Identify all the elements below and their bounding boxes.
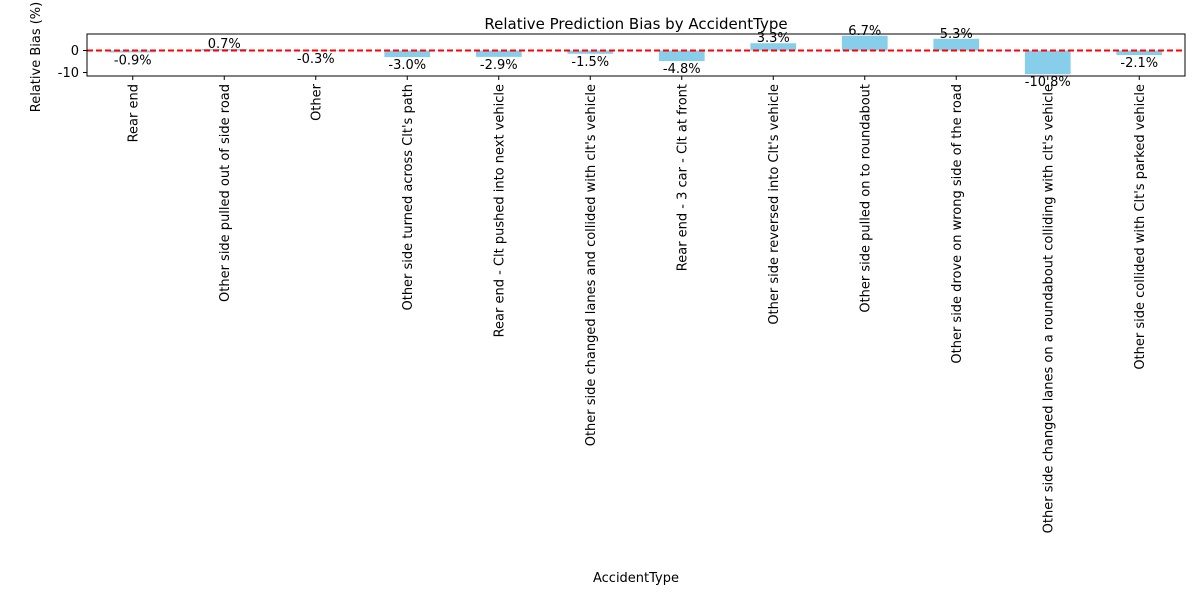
bar-11 [1116,50,1163,56]
x-tick-label-8: Other side pulled on to roundabout [858,84,873,313]
value-label-6: -4.8% [663,62,701,77]
x-tick-label-11: Other side collided with Clt's parked ve… [1133,84,1148,370]
y-tick-label-1: 0 [71,44,79,59]
value-label-10: -10.8% [1025,75,1071,90]
value-label-0: -0.9% [114,53,152,68]
x-tick-label-3: Other side turned across Clt's path [401,84,416,311]
value-label-5: -1.5% [571,55,609,70]
x-tick-label-5: Other side changed lanes and collided wi… [584,84,599,446]
x-tick-label-7: Other side reversed into Clt's vehicle [767,84,782,325]
y-axis-label: Relative Bias (%) [29,2,44,112]
x-tick-label-0: Rear end [126,84,141,142]
bar-9 [933,38,980,51]
bar-6 [658,50,705,62]
value-label-4: -2.9% [480,58,518,73]
bar-3 [384,50,431,58]
plot-frame [86,33,1186,77]
plot-area: -10 0 -0.9% 0.7% -0.3% -3.0% -2.9% -1.5% -4.8% 3.… [58,24,1186,533]
x-tick-label-1: Other side pulled out of side road [218,84,233,302]
value-label-7: 3.3% [757,31,790,46]
value-label-2: -0.3% [297,52,335,67]
x-tick-label-10: Other side changed lanes on a roundabout… [1041,84,1056,533]
x-tick-label-9: Other side drove on wrong side of the ro… [950,84,965,364]
value-label-8: 6.7% [848,24,881,39]
value-label-11: -2.1% [1120,56,1158,71]
bar-7 [750,43,797,51]
x-tick-label-6: Rear end - 3 car - Clt at front [675,84,690,271]
x-tick-label-2: Other [309,83,324,121]
bar-8 [841,35,888,51]
bar-5 [567,50,614,54]
bar-4 [475,50,522,57]
value-label-3: -3.0% [388,58,426,73]
value-label-1: 0.7% [208,37,241,52]
bar-10 [1024,50,1071,75]
x-tick-label-4: Rear end - Clt pushed into next vehicle [492,84,507,337]
chart-title: Relative Prediction Bias by AccidentType [484,15,787,33]
value-label-9: 5.3% [940,27,973,42]
y-tick-label-0: -10 [58,66,79,81]
x-axis-label: AccidentType [593,571,679,586]
